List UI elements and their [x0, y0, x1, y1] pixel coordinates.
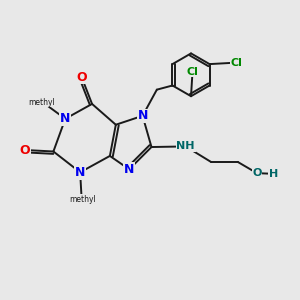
- Text: methyl: methyl: [28, 98, 55, 107]
- Text: N: N: [124, 163, 134, 176]
- Text: O: O: [252, 168, 262, 178]
- Text: O: O: [20, 143, 31, 157]
- Text: H: H: [269, 169, 278, 179]
- Text: O: O: [76, 71, 87, 84]
- Text: NH: NH: [176, 141, 195, 152]
- Text: N: N: [137, 109, 148, 122]
- Text: methyl: methyl: [70, 194, 97, 203]
- Text: N: N: [75, 166, 85, 179]
- Text: Cl: Cl: [230, 58, 242, 68]
- Text: N: N: [60, 112, 70, 125]
- Text: Cl: Cl: [187, 67, 198, 77]
